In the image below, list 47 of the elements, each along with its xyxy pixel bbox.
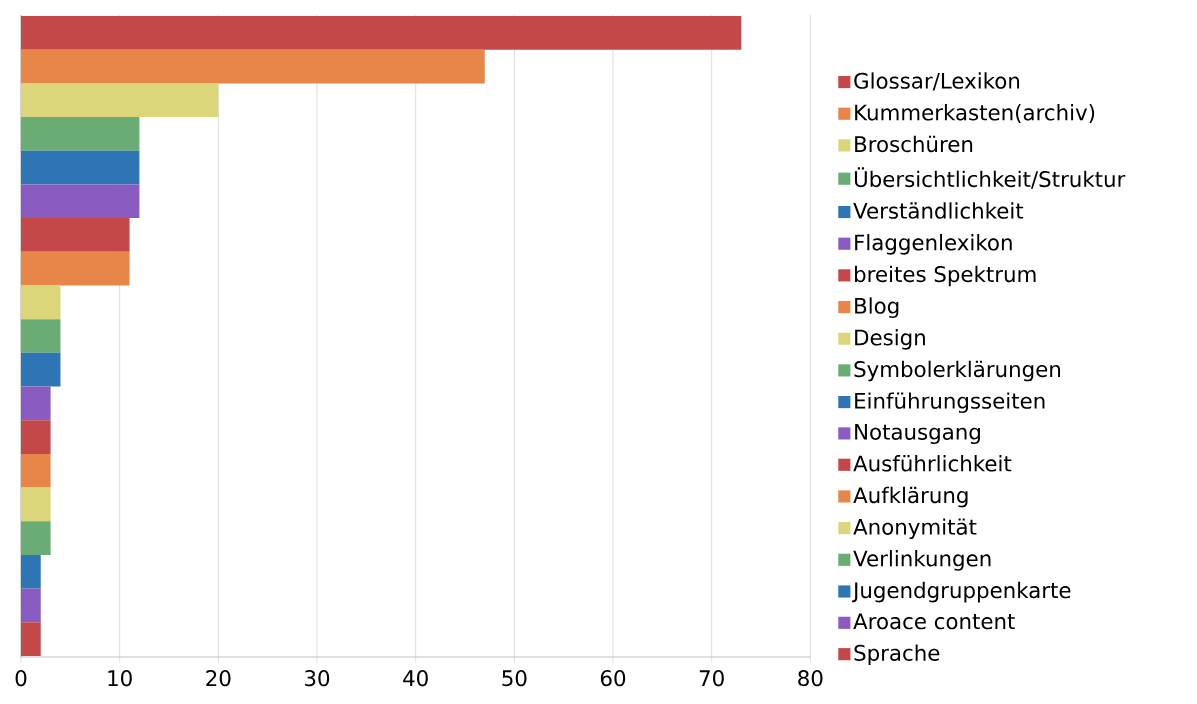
bar [21, 251, 130, 286]
bar [21, 319, 61, 353]
x-tick-label: 70 [699, 670, 724, 687]
legend-label: breites Spektrum [855, 265, 1036, 287]
bar [21, 554, 41, 589]
bar [21, 49, 485, 84]
bar [21, 487, 51, 522]
legend-label: Kummerkasten(archiv) [855, 104, 1095, 124]
x-tick-label: 50 [502, 670, 527, 687]
bar [21, 218, 130, 252]
legend-label: Blog [855, 297, 899, 318]
bar [21, 16, 742, 50]
bar [21, 622, 41, 656]
bar [21, 117, 140, 151]
bar [21, 352, 61, 387]
legend-label: Anonymität [853, 518, 977, 540]
legend-label: Broschüren [855, 135, 973, 153]
bar [21, 521, 51, 555]
legend-label: Übersichtlichkeit/Struktur [854, 167, 1126, 189]
legend-label: Design [855, 329, 925, 350]
bar [21, 285, 61, 320]
legend-label: Flaggenlexikon [855, 234, 1012, 255]
bar [21, 588, 41, 623]
x-tick-label: 10 [108, 670, 132, 687]
bar [21, 386, 51, 421]
bar [21, 420, 51, 454]
legend-label: Verständlichkeit [853, 202, 1024, 219]
bar [21, 453, 51, 488]
x-tick-label: 30 [305, 670, 330, 687]
legend-label: Sprache [854, 644, 940, 666]
legend-label: Notausgang [855, 424, 980, 445]
legend-label: Einführungsseiten [855, 392, 1045, 414]
legend-label: Jugendgruppenkarte [851, 581, 1071, 603]
x-tick-label: 80 [798, 670, 823, 687]
x-tick-label: 60 [600, 670, 626, 687]
legend-label: Ausführlichkeit [853, 455, 1012, 472]
bar [21, 150, 140, 185]
legend-label: Verlinkungen [853, 550, 991, 571]
x-tick-label: 20 [206, 670, 231, 687]
bar [21, 184, 140, 219]
legend-label: Symbolerklärungen [854, 360, 1061, 382]
bar [21, 83, 219, 118]
x-tick-label: 0 [15, 670, 27, 687]
legend-label: Aufklärung [853, 486, 968, 508]
legend-label: Aroace content [853, 613, 1015, 630]
legend-label: Glossar/Lexikon [854, 72, 1020, 91]
x-tick-label: 40 [403, 670, 428, 687]
